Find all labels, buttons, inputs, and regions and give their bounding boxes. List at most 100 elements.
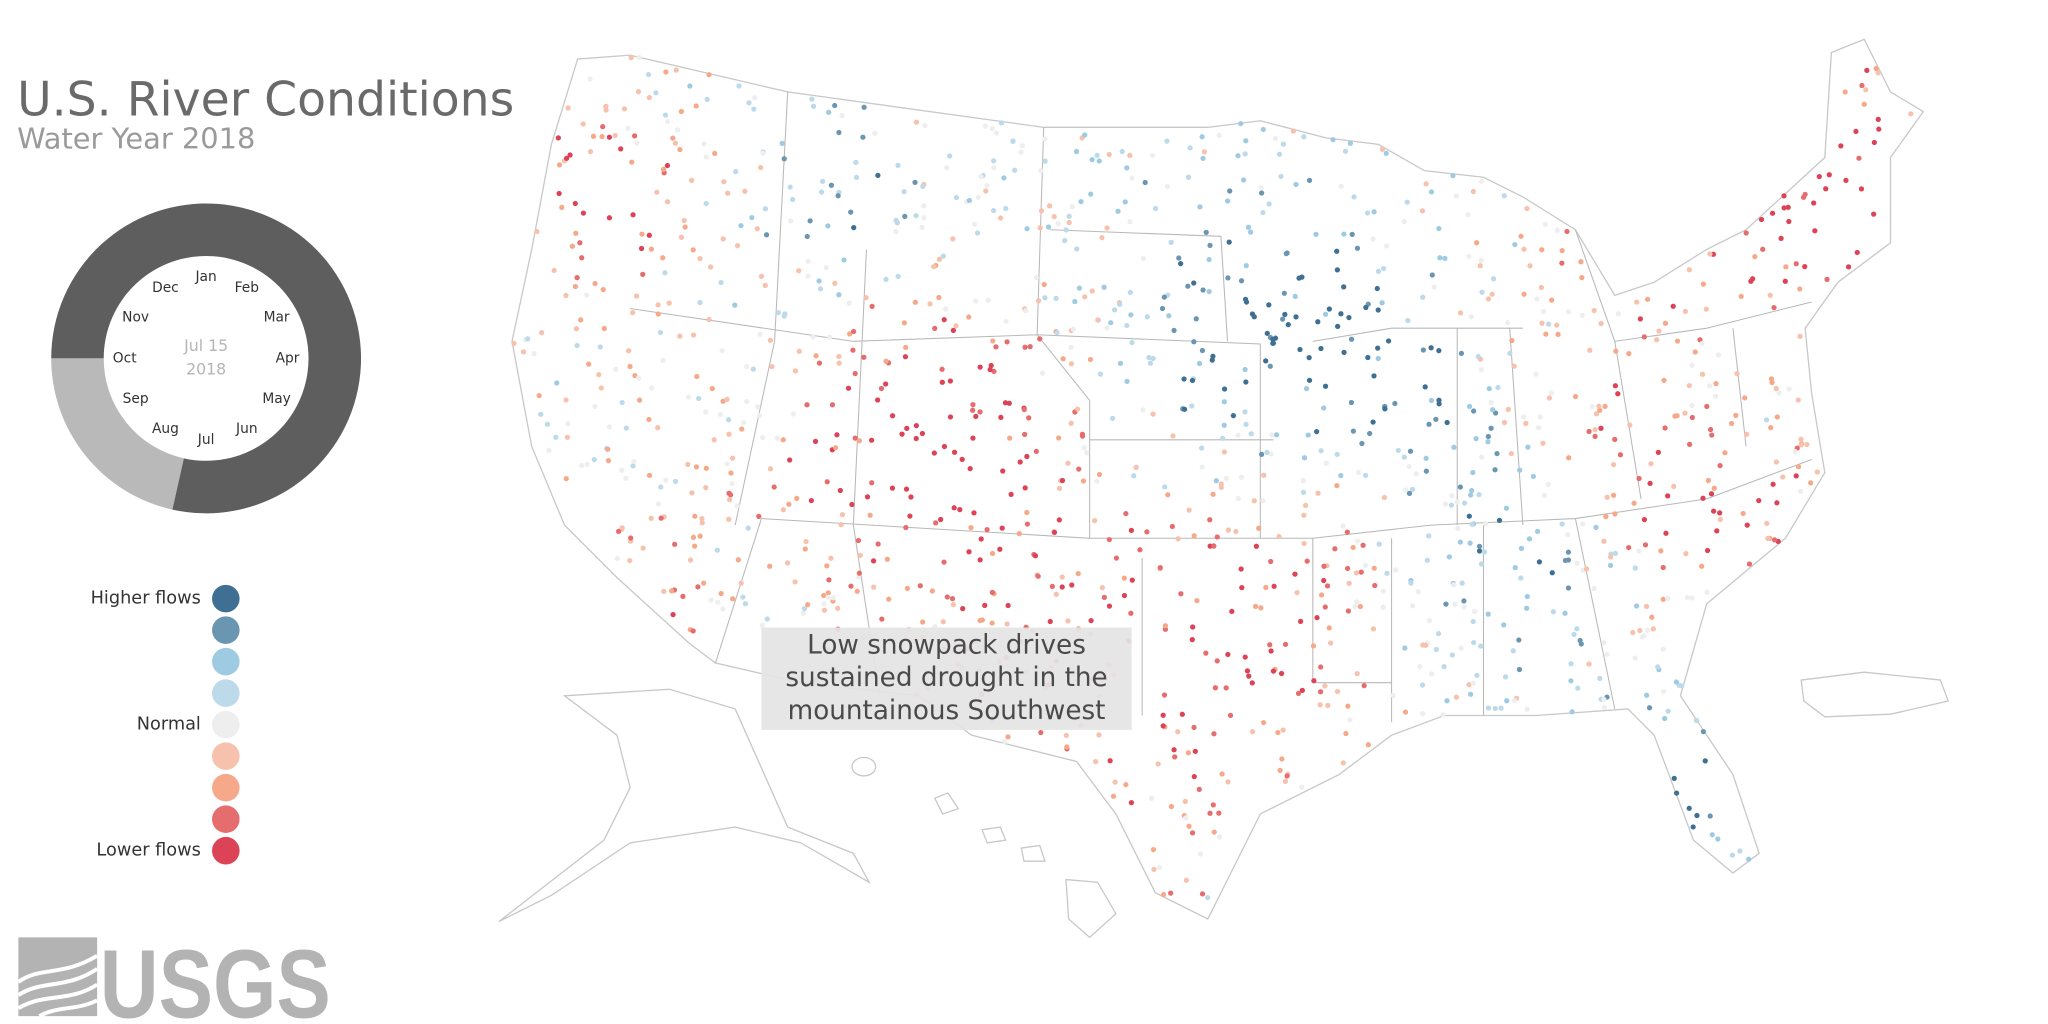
gauge-dot: [1404, 199, 1410, 205]
gauge-dot: [600, 286, 606, 293]
gauge-dot: [1533, 371, 1539, 377]
gauge-dot: [1426, 533, 1432, 539]
gauge-dot: [1660, 646, 1666, 652]
gauge-dot: [1101, 594, 1107, 600]
gauge-dot: [738, 580, 744, 586]
gauge-dot: [1270, 340, 1277, 346]
gauge-dot: [990, 207, 997, 214]
gauge-dot: [801, 605, 808, 612]
gauge-dot: [1051, 529, 1058, 535]
gauge-dot: [950, 236, 956, 242]
gauge-dot: [1492, 705, 1498, 712]
gauge-dot: [836, 292, 842, 298]
gauge-dot: [1024, 509, 1030, 516]
gauge-dot: [1066, 213, 1072, 219]
gauge-dot: [657, 329, 664, 336]
gauge-dot: [1768, 376, 1775, 382]
gauge-dot: [989, 550, 996, 557]
legend-swatch: [212, 647, 240, 676]
gauge-dot: [1559, 260, 1565, 266]
gauge-dot: [1542, 221, 1548, 227]
gauge-dot: [1450, 173, 1456, 179]
gauge-dot: [1243, 262, 1249, 269]
gauge-dot: [1441, 664, 1447, 670]
gauge-dot: [903, 524, 909, 531]
gauge-dot: [1212, 685, 1219, 691]
gauge-dot: [1146, 354, 1152, 361]
gauge-dot: [1448, 502, 1455, 508]
gauge-dot: [1216, 834, 1223, 840]
gauge-dot: [919, 430, 926, 437]
gauge-dot: [1478, 257, 1485, 263]
gauge-dot: [1565, 549, 1572, 555]
gauge-dot: [1276, 151, 1283, 157]
gauge-dot: [941, 317, 947, 323]
gauge-dot: [1604, 651, 1610, 658]
gauge-dot: [1252, 603, 1259, 610]
gauge-dot: [1778, 235, 1784, 242]
ring-remaining: [51, 358, 184, 510]
gauge-dot: [1703, 306, 1709, 312]
gauge-dot: [1069, 582, 1075, 588]
gauge-dot: [828, 182, 835, 188]
gauge-dot: [1235, 432, 1241, 438]
gauge-dot: [1633, 603, 1640, 609]
gauge-dot: [1627, 422, 1633, 428]
gauge-dot: [1673, 790, 1680, 796]
gauge-dot: [1191, 533, 1197, 539]
gauge-dot: [1372, 582, 1378, 589]
gauge-dot: [1379, 146, 1386, 152]
gauge-dot: [1345, 703, 1351, 709]
annotation-box: [761, 627, 1132, 730]
gauge-dot: [1129, 340, 1135, 346]
gauge-dot: [1782, 278, 1788, 284]
gauge-dot: [694, 373, 700, 380]
gauge-dot: [912, 179, 918, 185]
gauge-dot: [1717, 516, 1723, 523]
gauge-dot: [1843, 177, 1849, 184]
gauge-dot: [1210, 802, 1216, 808]
gauge-dot: [912, 299, 918, 305]
gauge-dot: [563, 397, 569, 403]
gauge-dot: [1505, 406, 1511, 412]
gauge-dot: [1473, 435, 1479, 442]
gauge-dot: [849, 501, 855, 508]
gauge-dot: [1324, 583, 1331, 589]
gauge-dot: [1517, 467, 1523, 473]
gauge-dot: [1191, 724, 1197, 731]
gauge-dot: [1253, 543, 1259, 549]
gauge-dot: [1457, 539, 1464, 545]
gauge-dot: [1476, 548, 1483, 554]
gauge-dot: [1715, 352, 1722, 358]
gauge-dot: [1641, 633, 1647, 639]
gauge-dot: [756, 412, 762, 419]
gauge-dot: [1193, 316, 1199, 322]
gauge-dot: [1572, 393, 1579, 400]
gauge-dot: [1593, 411, 1600, 417]
gauge-dot: [1537, 414, 1543, 420]
gauge-dot: [1007, 435, 1013, 441]
gauge-dot: [767, 337, 773, 343]
gauge-dot: [1707, 251, 1713, 257]
gauge-dot: [1601, 640, 1607, 646]
gauge-dot: [1321, 563, 1327, 569]
gauge-dot: [630, 463, 636, 469]
gauge-dot: [1221, 399, 1227, 405]
gauge-dot: [1470, 469, 1476, 476]
gauge-dot: [1033, 274, 1040, 281]
gauge-dot: [1203, 650, 1209, 656]
gauge-dot: [991, 158, 997, 164]
gauge-dot: [1474, 672, 1480, 678]
gauge-dot: [1479, 454, 1485, 460]
gauge-dot: [1401, 454, 1407, 460]
gauge-dot: [919, 224, 925, 231]
gauge-dot: [1354, 538, 1361, 544]
gauge-dot: [1194, 597, 1200, 604]
gauge-dot: [802, 546, 808, 552]
gauge-dot: [1348, 336, 1355, 342]
gauge-dot: [1365, 742, 1371, 748]
gauge-dot: [1655, 664, 1661, 670]
gauge-dot: [1530, 473, 1536, 480]
gauge-dot: [1285, 322, 1291, 328]
gauge-dot: [1328, 640, 1334, 646]
